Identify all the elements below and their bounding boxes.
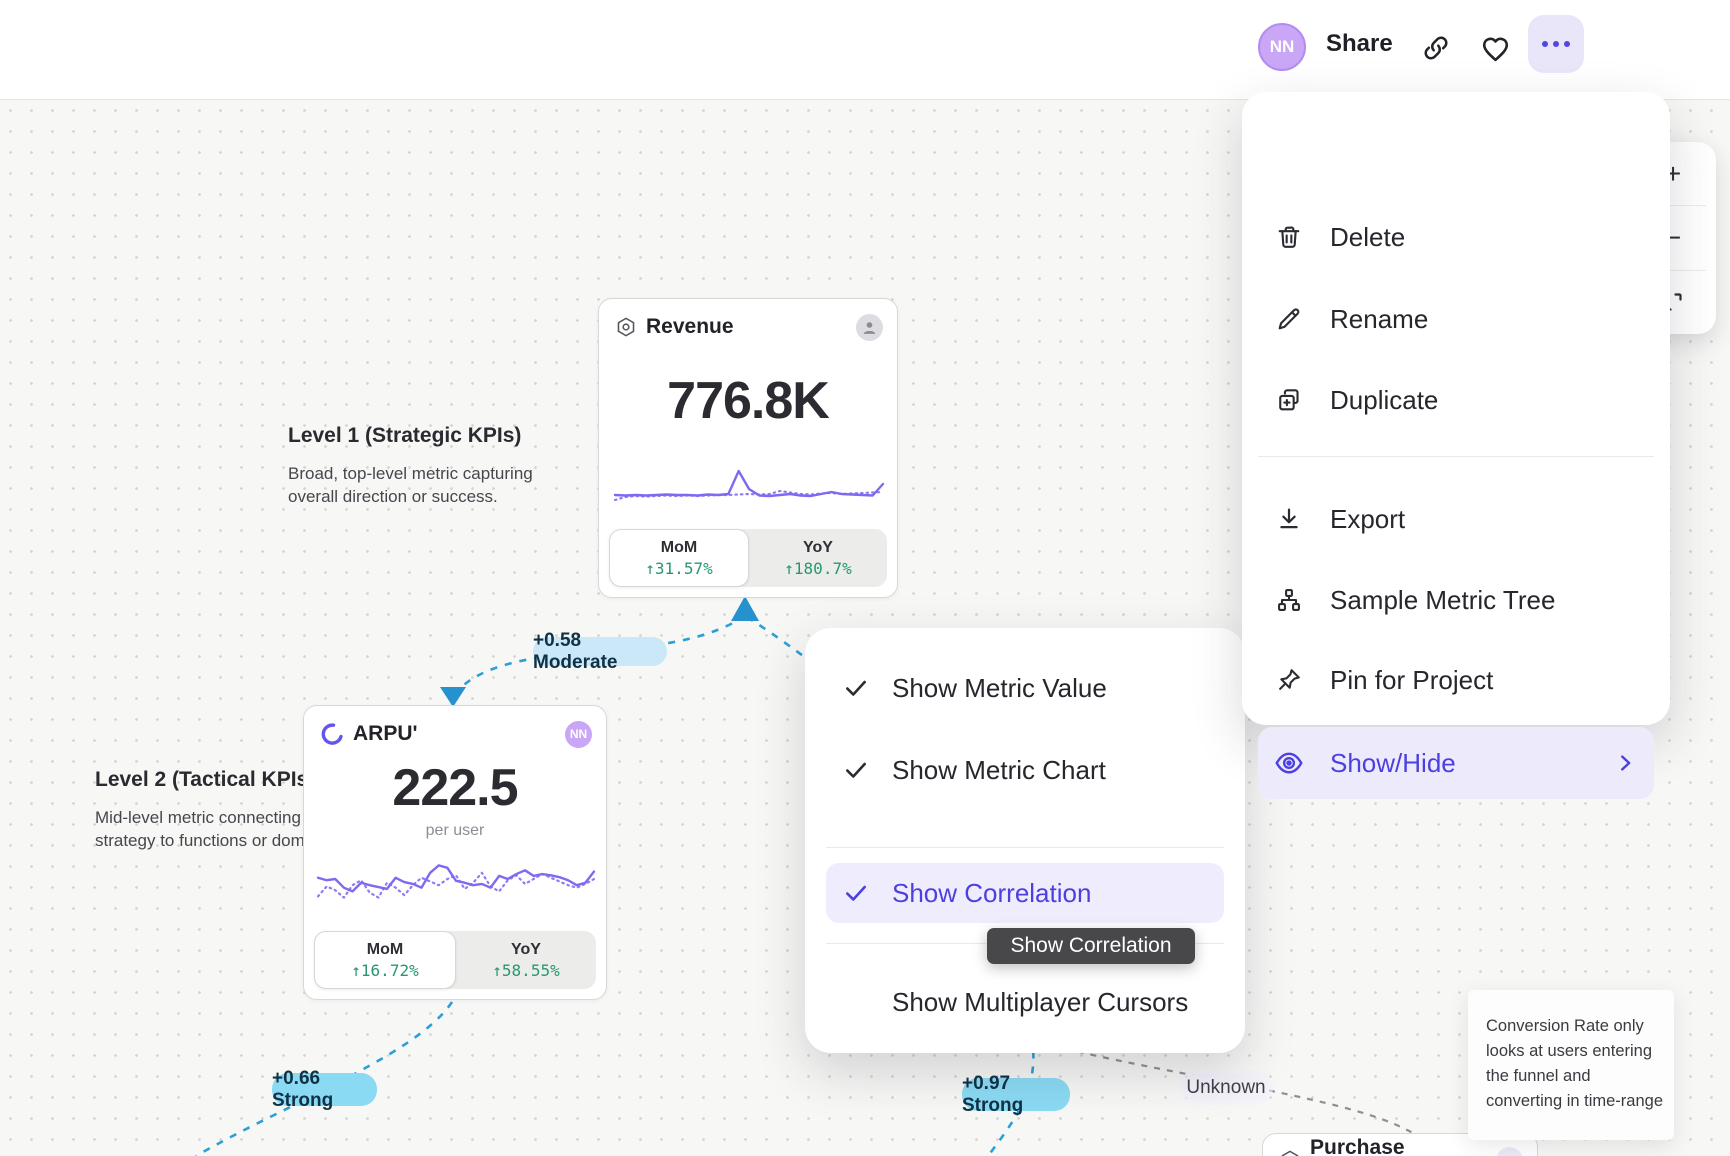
show-correlation-tooltip: Show Correlation	[987, 928, 1195, 964]
show-hide-submenu: Show Metric Value Show Metric Chart Show…	[805, 628, 1245, 1053]
favorite-button[interactable]	[1477, 30, 1513, 66]
correlation-badge-unknown: Unknown	[1183, 1074, 1269, 1101]
menu-item-rename[interactable]: Rename	[1258, 287, 1654, 351]
owner-avatar	[856, 313, 883, 341]
submenu-item-show-multiplayer-cursors[interactable]: Show Multiplayer Cursors	[892, 986, 1189, 1017]
more-options-icon	[1542, 41, 1548, 47]
period-tabs: MoM ↑16.72% YoY ↑58.55%	[314, 931, 596, 989]
tab-mom[interactable]: MoM ↑31.57%	[609, 529, 749, 587]
period-tabs: MoM ↑31.57% YoY ↑180.7%	[609, 529, 887, 587]
metric-card-purchase-conversion[interactable]: Purchase Conversion R	[1262, 1133, 1538, 1156]
metric-value: 776.8K	[667, 372, 830, 430]
metric-card-arpu[interactable]: ARPU' NN 222.5 per user MoM ↑16.72% YoY …	[303, 705, 607, 1000]
share-button[interactable]: Share	[1326, 30, 1393, 57]
check-icon	[843, 757, 869, 783]
user-avatar[interactable]: NN	[1258, 23, 1306, 71]
check-icon	[843, 880, 869, 906]
menu-item-delete[interactable]: Delete	[1258, 205, 1654, 269]
eye-icon	[1274, 748, 1304, 778]
card-title: Purchase Conversion R	[1310, 1136, 1405, 1156]
correlation-badge: +0.66 Strong	[272, 1068, 377, 1111]
menu-item-export[interactable]: Export	[1258, 487, 1654, 551]
pin-icon	[1274, 665, 1304, 695]
pencil-icon	[1274, 304, 1304, 334]
hexagon-metric-icon	[1281, 1150, 1299, 1156]
collaborator-avatar	[1496, 1146, 1523, 1156]
metric-tree-icon	[1274, 585, 1304, 615]
level-1-label: Level 1 (Strategic KPIs) Broad, top-leve…	[288, 424, 533, 508]
submenu-item-show-metric-chart[interactable]: Show Metric Chart	[826, 740, 1224, 800]
level-2-title: Level 2 (Tactical KPIs)	[95, 768, 316, 791]
level-2-label: Level 2 (Tactical KPIs) Mid-level metric…	[95, 768, 341, 852]
crescent-metric-icon	[321, 723, 343, 745]
correlation-badge: +0.97 Strong	[962, 1073, 1070, 1116]
metric-card-revenue[interactable]: Revenue 776.8K MoM ↑31.57% YoY ↑180.7	[598, 298, 898, 598]
metric-unit: per user	[425, 822, 485, 839]
tab-yoy[interactable]: YoY ↑58.55%	[492, 940, 560, 980]
tab-mom[interactable]: MoM ↑16.72%	[314, 931, 456, 989]
metric-value: 222.5	[392, 759, 518, 817]
top-toolbar: NN Share	[0, 0, 1730, 100]
sparkline-chart	[615, 459, 883, 509]
menu-item-show-hide[interactable]: Show/Hide	[1258, 727, 1654, 799]
submenu-item-show-correlation[interactable]: Show Correlation	[826, 863, 1224, 923]
more-options-menu: Delete Rename Duplicate	[1242, 92, 1670, 799]
duplicate-icon	[1274, 385, 1304, 415]
card-title: ARPU'	[353, 722, 418, 745]
level-1-title: Level 1 (Strategic KPIs)	[288, 424, 522, 447]
menu-item-sample-metric-tree[interactable]: Sample Metric Tree	[1258, 568, 1654, 632]
more-options-button[interactable]	[1528, 15, 1584, 73]
heart-icon	[1482, 37, 1508, 61]
level-2-description: Mid-level metric connecting strategy to …	[95, 808, 341, 850]
person-icon	[863, 321, 876, 334]
conversion-rate-note: Conversion Rate only looks at users ente…	[1468, 990, 1674, 1140]
copy-link-button[interactable]	[1418, 30, 1454, 66]
trash-icon	[1274, 222, 1304, 252]
card-title: Revenue	[646, 315, 734, 338]
check-icon	[843, 675, 869, 701]
submenu-item-show-metric-value[interactable]: Show Metric Value	[826, 658, 1224, 718]
menu-item-duplicate[interactable]: Duplicate	[1258, 368, 1654, 432]
collaborator-avatar: NN	[565, 720, 592, 748]
correlation-badge: +0.58 Moderate	[533, 630, 667, 673]
export-icon	[1274, 504, 1304, 534]
sparkline-chart	[318, 848, 594, 910]
level-1-description: Broad, top-level metric capturing overal…	[288, 464, 533, 506]
menu-item-pin-for-project[interactable]: Pin for Project	[1258, 648, 1654, 712]
link-icon	[1424, 36, 1448, 60]
tab-yoy[interactable]: YoY ↑180.7%	[784, 538, 852, 578]
chevron-right-icon	[1614, 752, 1636, 774]
hexagon-metric-icon	[617, 317, 635, 337]
